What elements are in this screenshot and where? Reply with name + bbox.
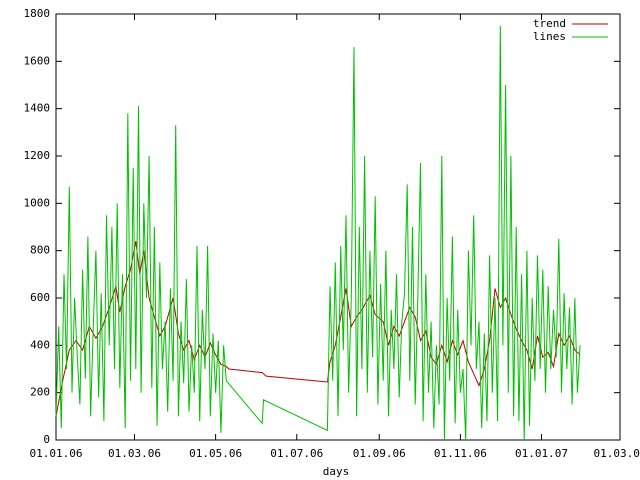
x-tick-label: 01.11.06 xyxy=(434,447,487,460)
x-axis-label: days xyxy=(323,465,350,478)
y-tick-label: 600 xyxy=(30,291,50,304)
plot-border xyxy=(55,13,621,441)
legend-label: trend xyxy=(533,17,566,30)
x-tick-label: 01.07.06 xyxy=(270,447,323,460)
y-tick-label: 1400 xyxy=(24,102,51,115)
y-tick-label: 1000 xyxy=(24,196,51,209)
y-tick-label: 400 xyxy=(30,338,50,351)
x-tick-label: 01.09.06 xyxy=(353,447,406,460)
y-tick-label: 800 xyxy=(30,244,50,257)
series-line xyxy=(55,25,581,441)
x-tick-label: 01.05.06 xyxy=(189,447,242,460)
y-tick-label: 1200 xyxy=(24,149,51,162)
x-tick-label: 01.01.07 xyxy=(515,447,568,460)
x-tick-label: 01.03.06 xyxy=(108,447,161,460)
y-tick-label: 1800 xyxy=(24,7,51,20)
y-tick-label: 0 xyxy=(43,433,50,446)
legend-label: lines xyxy=(533,30,566,43)
x-tick-label: 01.01.06 xyxy=(30,447,83,460)
y-tick-label: 1600 xyxy=(24,54,51,67)
y-tick-label: 200 xyxy=(30,386,50,399)
x-tick-label: 01.03.07 xyxy=(594,447,640,460)
